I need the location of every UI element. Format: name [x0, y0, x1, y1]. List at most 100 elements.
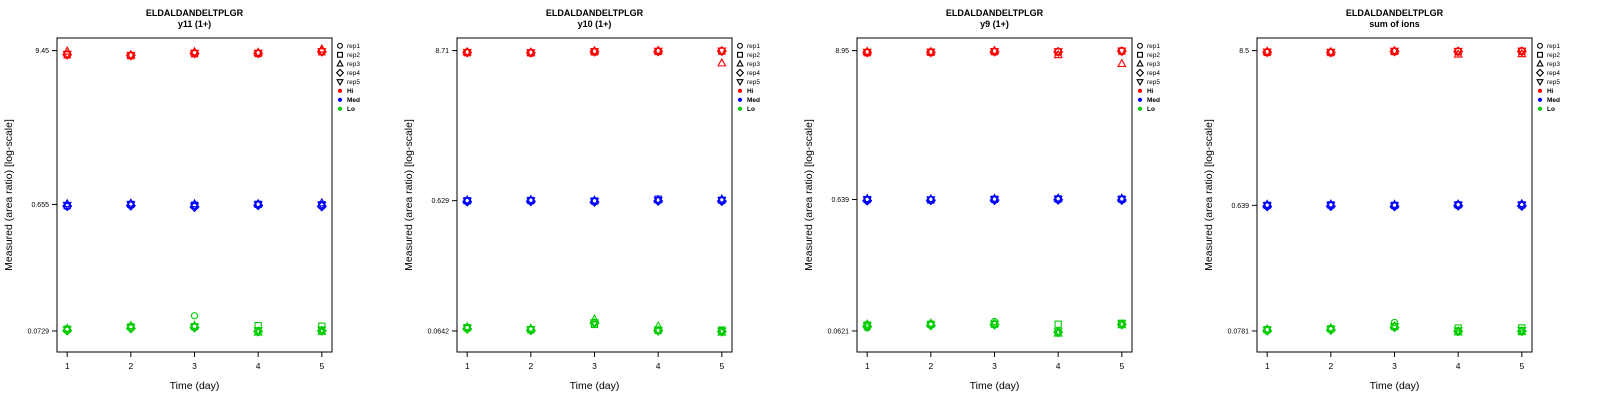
data-point-hi-rep3	[589, 45, 600, 55]
data-point-hi-rep3	[253, 47, 263, 56]
data-point-lo-rep5	[1326, 325, 1336, 335]
legend-marker-rep4	[1535, 68, 1545, 77]
data-point-hi-rep3	[926, 46, 936, 56]
legend-label-hi: Hi	[1547, 88, 1554, 95]
data-point-hi-rep3	[862, 46, 872, 55]
data-point-lo-rep5	[926, 321, 936, 330]
data-point-hi-rep3	[1326, 46, 1336, 56]
data-point-lo-rep5	[1517, 326, 1527, 336]
x-tick-label: 4	[1456, 361, 1461, 371]
data-point-med-rep5	[862, 196, 872, 206]
legend-label-rep2: rep2	[1547, 52, 1560, 59]
data-point-hi-rep5	[1117, 47, 1127, 57]
legend-marker-rep2	[1537, 51, 1543, 58]
y-tick-label: 8.71	[435, 48, 449, 55]
data-point-hi-rep3	[462, 46, 472, 56]
panel-title: ELDALDANDELTPLGR	[1346, 8, 1444, 18]
x-tick-label: 3	[192, 361, 197, 371]
data-point-med-rep4	[316, 201, 327, 212]
y-axis-label: Measured (area ratio) [log-scale]	[1203, 119, 1215, 271]
panel-title: ELDALDANDELTPLGR	[546, 8, 644, 18]
x-axis-label: Time (day)	[1370, 380, 1420, 392]
legend-label-med: Med	[1147, 97, 1160, 104]
data-point-hi-rep5	[126, 51, 136, 61]
legend-marker-rep5	[336, 79, 344, 87]
data-point-hi-rep5	[526, 49, 536, 58]
legend-label-lo: Lo	[1147, 106, 1155, 113]
panel-subtitle: y10 (1+)	[578, 19, 612, 29]
data-point-hi-rep3	[1117, 58, 1127, 68]
data-point-med-rep5	[253, 201, 263, 210]
legend-marker-lo	[1137, 106, 1143, 111]
x-tick-label: 1	[865, 361, 870, 371]
plot-box	[56, 37, 333, 353]
legend-marker-rep2	[337, 51, 343, 58]
legend-label-rep1: rep1	[347, 43, 360, 50]
x-axis-label: Time (day)	[970, 380, 1020, 392]
x-tick-label: 1	[465, 361, 470, 371]
data-point-hi-rep3	[126, 49, 136, 59]
legend-marker-rep4	[335, 68, 345, 77]
y-axis-label: Measured (area ratio) [log-scale]	[3, 119, 15, 271]
data-point-lo-rep5	[862, 322, 872, 332]
legend-marker-rep3	[736, 59, 744, 67]
legend-marker-rep1	[737, 42, 743, 49]
x-tick-label: 3	[992, 361, 997, 371]
legend-marker-rep2	[737, 51, 743, 58]
data-point-lo-rep5	[526, 326, 536, 335]
legend-label-lo: Lo	[347, 106, 355, 113]
legend-label-rep4: rep4	[1547, 70, 1560, 77]
legend-label-lo: Lo	[747, 106, 755, 113]
data-point-med-rep5	[1326, 201, 1336, 211]
data-point-hi-rep5	[1389, 47, 1400, 57]
data-point-lo-rep5	[126, 324, 136, 333]
data-point-lo-rep2	[1054, 320, 1062, 328]
data-point-lo-rep5	[589, 319, 600, 328]
data-point-hi-rep5	[1053, 48, 1063, 57]
data-point-lo-rep5	[1053, 328, 1063, 337]
data-point-lo-rep5	[1117, 320, 1127, 330]
x-tick-label: 1	[65, 361, 70, 371]
data-point-lo-rep5	[62, 326, 72, 335]
y-tick-label: 0.629	[431, 198, 449, 205]
legend-label-med: Med	[747, 97, 760, 104]
data-point-med-rep5	[317, 201, 327, 211]
legend-marker-med	[1137, 97, 1143, 102]
plot-box	[1256, 37, 1533, 353]
legend-marker-lo	[737, 106, 743, 111]
data-point-hi-rep5	[1326, 48, 1336, 58]
legend-marker-rep5	[1536, 79, 1544, 87]
x-tick-label: 1	[1265, 361, 1270, 371]
panel-title: ELDALDANDELTPLGR	[146, 8, 244, 18]
data-point-hi-rep5	[589, 48, 600, 57]
data-point-hi-rep5	[862, 48, 872, 58]
legend-marker-rep3	[1536, 59, 1544, 67]
x-tick-label: 3	[1392, 361, 1397, 371]
data-point-hi-rep5	[189, 49, 200, 59]
panel-subtitle: sum of ions	[1369, 19, 1420, 29]
x-axis-label: Time (day)	[570, 380, 620, 392]
data-point-med-rep5	[526, 197, 536, 206]
x-tick-label: 2	[528, 361, 533, 371]
data-point-hi-rep3	[717, 57, 727, 67]
legend-marker-rep5	[1136, 79, 1144, 87]
data-point-med-rep5	[989, 196, 1000, 205]
data-point-hi-rep5	[1262, 48, 1272, 58]
legend-marker-rep3	[1136, 59, 1144, 67]
legend-label-rep5: rep5	[747, 79, 760, 86]
legend-marker-rep5	[736, 79, 744, 87]
data-point-med-rep5	[1117, 196, 1127, 205]
legend-label-lo: Lo	[1547, 106, 1555, 113]
data-point-lo-rep5	[653, 326, 663, 336]
x-tick-label: 5	[719, 361, 724, 371]
legend-marker-lo	[1537, 106, 1543, 111]
legend-label-med: Med	[347, 97, 360, 104]
data-point-lo-rep1	[190, 312, 199, 320]
legend-marker-med	[337, 97, 343, 102]
data-point-lo-rep5	[717, 327, 727, 337]
